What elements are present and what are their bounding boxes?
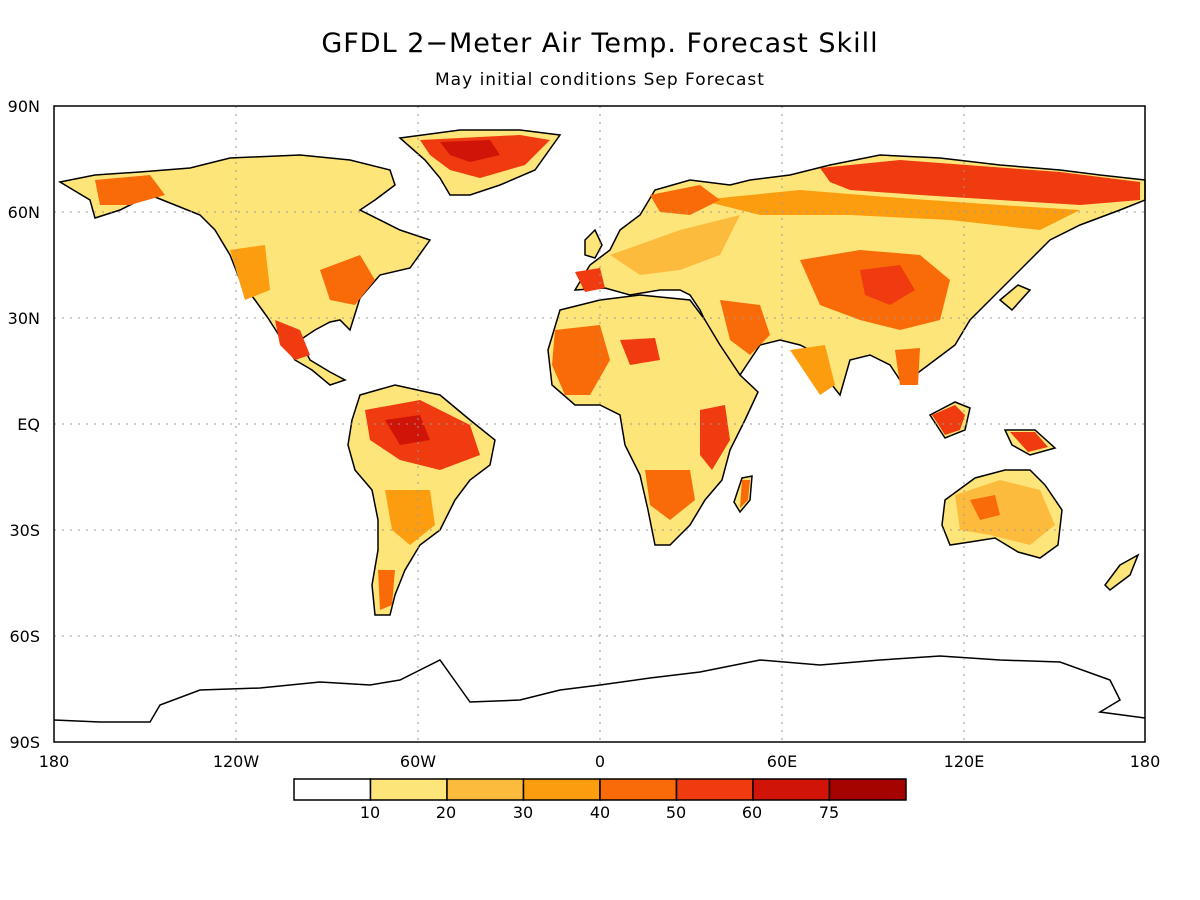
colorbar-label-30: 30 — [513, 803, 533, 822]
map-frame — [53, 105, 1146, 743]
lat-label-90n: 90N — [8, 97, 40, 116]
lat-label-60n: 60N — [8, 203, 40, 222]
lon-label-180w: 180 — [39, 752, 70, 771]
lat-label-eq: EQ — [17, 415, 40, 434]
colorbar-swatch — [752, 778, 831, 801]
colorbar-swatch — [522, 778, 601, 801]
east-africa-skill — [700, 405, 730, 470]
lon-label-180e: 180 — [1130, 752, 1161, 771]
lon-label-120w: 120W — [213, 752, 260, 771]
west-us-skill — [230, 245, 270, 300]
australia-core — [970, 495, 1000, 520]
gridlines — [54, 106, 1145, 742]
lon-axis: 180 120W 60W 0 60E 120E 180 — [39, 752, 1161, 771]
mexico-skill — [275, 320, 310, 360]
colorbar-swatches — [293, 778, 907, 801]
siberia-band — [700, 190, 1080, 230]
southern-south-america — [385, 490, 435, 545]
europe-band — [610, 215, 740, 275]
west-africa-skill — [552, 325, 610, 395]
map-panel — [53, 105, 1146, 743]
borneo-skill — [932, 405, 965, 435]
lat-label-30n: 30N — [8, 309, 40, 328]
southern-africa-skill — [645, 470, 695, 520]
antarctica-coastline — [53, 655, 1146, 723]
sahara-core — [620, 338, 660, 365]
siberia-high-skill — [820, 160, 1140, 205]
india-skill — [790, 345, 835, 395]
east-us-skill — [320, 255, 375, 305]
lon-label-0: 0 — [595, 752, 605, 771]
chart-subtitle: May initial conditions Sep Forecast — [435, 70, 765, 90]
colorbar-swatch — [293, 778, 372, 801]
scandinavia-skill — [650, 185, 720, 215]
lon-label-120e: 120E — [944, 752, 985, 771]
lat-label-60s: 60S — [9, 627, 40, 646]
japan — [998, 284, 1032, 312]
patagonia-skill — [378, 570, 395, 610]
greenland-peak — [440, 140, 500, 162]
new-zealand — [1104, 553, 1140, 591]
new-guinea-skill — [1010, 432, 1048, 452]
lat-label-30s: 30S — [9, 521, 40, 540]
colorbar-swatch — [828, 778, 907, 801]
lat-label-90s: 90S — [9, 733, 40, 752]
arabia-skill — [720, 300, 770, 355]
alaska-skill — [95, 175, 165, 205]
lon-label-60w: 60W — [400, 752, 436, 771]
colorbar-label-60: 60 — [742, 803, 762, 822]
colorbar-label-75: 75 — [819, 803, 839, 822]
central-asia-core — [860, 265, 915, 305]
australia-skill — [955, 480, 1055, 545]
colorbar-swatch — [446, 778, 525, 801]
colorbar-label-20: 20 — [436, 803, 456, 822]
uk-ireland — [584, 228, 603, 259]
colorbar-swatch — [599, 778, 678, 801]
lon-label-60e: 60E — [767, 752, 797, 771]
amazon-core — [385, 415, 430, 445]
madagascar-skill — [740, 480, 750, 508]
chart-title: GFDL 2−Meter Air Temp. Forecast Skill — [321, 28, 879, 59]
iberia-skill — [575, 268, 605, 292]
colorbar-swatch — [369, 778, 448, 801]
colorbar-swatch — [675, 778, 754, 801]
colorbar-label-50: 50 — [666, 803, 686, 822]
colorbar-label-10: 10 — [360, 803, 380, 822]
colorbar: 10 20 30 40 50 60 75 — [293, 778, 907, 822]
lat-axis: 90N 60N 30N EQ 30S 60S 90S — [8, 97, 40, 752]
southeast-asia-skill — [895, 348, 920, 385]
skill-patches — [95, 135, 1140, 610]
colorbar-label-40: 40 — [590, 803, 610, 822]
